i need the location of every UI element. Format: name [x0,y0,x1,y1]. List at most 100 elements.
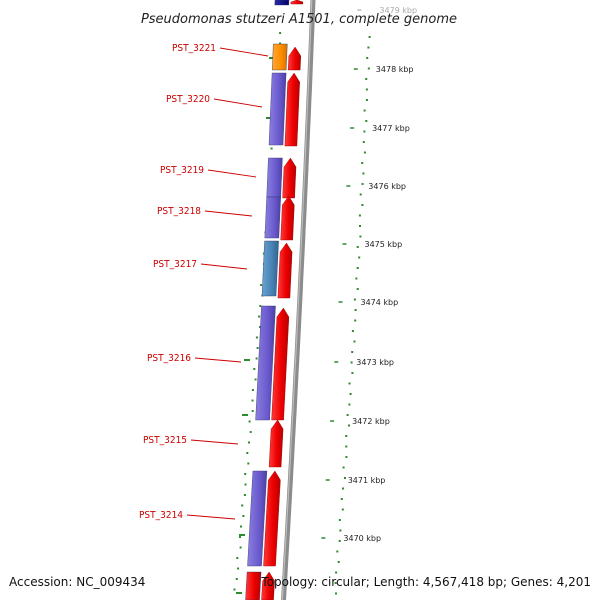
map-title: Pseudomonas stutzeri A1501, complete gen… [141,12,457,27]
scale-tick-label: 3474 kbp [361,298,399,307]
gc-dot-right [363,151,366,154]
reverse-strand-genes [245,0,290,600]
gc-dash [266,117,272,119]
gc-dot-left [239,536,241,538]
locus-label: PST_3220 [166,94,210,105]
genome-backbone [281,0,316,600]
gc-dot-left [237,567,240,570]
forward-gene-arrow [268,419,284,468]
gc-dot-right [355,277,358,280]
gc-dot-left [255,336,258,339]
forward-gene-arrow [280,195,295,241]
forward-strand-genes [261,0,304,600]
gc-dot-right [338,519,341,521]
gc-dot-left [240,525,242,528]
locus-labels: PST_3221 PST_3220 PST_3219 PST_3218 PST_3217… [139,43,269,521]
gc-dash [244,359,250,361]
backbone-highlight [281,0,313,600]
gc-dot-left [233,588,236,591]
gc-dot-left [243,494,246,496]
gc-dot-right [351,351,354,353]
reverse-gene-block [271,43,288,71]
gc-dot-right [354,319,357,322]
gc-dot-right [356,267,359,269]
locus-leader-line [204,210,253,217]
gc-dot-right [349,393,352,395]
reverse-gene-block [255,305,276,421]
scale-tick-label: 3477 kbp [372,124,410,133]
gc-dot-left [279,32,282,34]
gc-dot-right [361,162,364,164]
gc-dot-right [353,340,356,343]
gc-dot-left [258,315,261,318]
locus-label: PST_3219 [160,165,204,176]
gc-dot-left [254,378,257,381]
gc-dot-right [365,78,368,80]
gc-dot-right [339,529,342,532]
gc-dot-right [342,487,344,490]
backbone-line [281,0,316,600]
scale-tick-label: 3472 kbp [352,417,390,426]
gc-dot-right [335,571,338,574]
locus-label: PST_3218 [157,206,201,217]
forward-gene-arrow [261,571,275,600]
gc-dot-left [260,284,263,286]
gc-dot-right [359,193,362,196]
forward-gene-arrow [282,157,297,199]
locus-leader-line [219,47,269,57]
scale-tick-label: 3479 kbp [379,6,417,15]
gc-dot-left [251,389,254,391]
gc-dot-right [356,246,359,248]
gc-dot-right [356,288,359,290]
gc-dot-right [367,67,370,70]
gc-dot-left [248,420,251,423]
reverse-gene-block [274,0,290,6]
gc-dot-left [242,515,245,517]
locus-leader-line [200,263,248,270]
scale-tick-label: 3475 kbp [365,240,403,249]
gc-dot-right [341,508,344,511]
scale-tick-label: 3473 kbp [356,358,394,367]
gc-dot-right [365,120,368,122]
gc-dot-right [346,414,349,416]
locus-label: PST_3215 [143,435,187,446]
gc-dot-right [367,46,370,49]
gc-dot-right [336,550,339,553]
gc-dot-left [255,357,258,360]
gc-dot-left [251,410,254,412]
forward-gene-arrow [287,46,302,71]
scale-tick-label: 3470 kbp [343,534,381,543]
gc-dot-right [348,382,351,385]
gc-dot-right [335,592,337,595]
gc-dot-left [244,483,247,486]
gc-dot-right [359,225,361,227]
locus-leader-line [190,439,239,445]
gc-dot-right [334,582,337,584]
gc-dot-left [249,431,252,433]
gc-dot-left [256,347,259,349]
gc-dot-right [340,498,343,500]
gc-dot-right [350,361,353,364]
gc-dash [236,592,242,594]
gc-dot-left [246,452,249,454]
gc-dot-left [236,557,239,559]
scale-tick-label: 3471 kbp [348,476,386,485]
reverse-gene-block [261,240,279,297]
forward-gene-arrow [290,0,304,5]
gc-dash [242,414,248,416]
gc-dot-right [362,141,365,143]
forward-gene-arrow [277,242,293,299]
locus-leader-line [213,98,263,108]
gc-dot-right [345,435,348,437]
gc-dot-left [259,326,261,328]
gc-dot-right [363,109,366,112]
gc-dot-right [348,424,350,427]
gc-dot-right [351,372,354,374]
locus-label: PST_3221 [172,43,216,54]
locus-leader-line [194,357,242,363]
gc-dot-right [348,403,351,406]
gc-dot-right [345,456,348,458]
forward-gene-arrow [263,470,281,567]
scale-tick-label: 3476 kbp [368,182,406,191]
